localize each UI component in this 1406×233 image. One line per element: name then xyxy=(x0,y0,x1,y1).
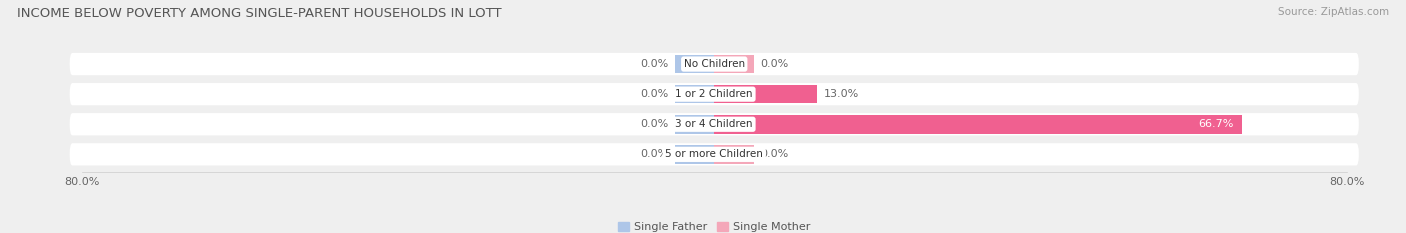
Text: 1 or 2 Children: 1 or 2 Children xyxy=(675,89,754,99)
Bar xyxy=(714,55,754,73)
Text: 0.0%: 0.0% xyxy=(640,149,668,159)
Text: No Children: No Children xyxy=(683,59,745,69)
FancyBboxPatch shape xyxy=(70,113,1358,135)
Text: 0.0%: 0.0% xyxy=(640,119,668,129)
Text: INCOME BELOW POVERTY AMONG SINGLE-PARENT HOUSEHOLDS IN LOTT: INCOME BELOW POVERTY AMONG SINGLE-PARENT… xyxy=(17,7,502,20)
Bar xyxy=(675,145,714,164)
Text: 66.7%: 66.7% xyxy=(1198,119,1234,129)
FancyBboxPatch shape xyxy=(70,143,1358,165)
Text: 0.0%: 0.0% xyxy=(640,89,668,99)
Text: 13.0%: 13.0% xyxy=(824,89,859,99)
Text: 0.0%: 0.0% xyxy=(640,59,668,69)
FancyBboxPatch shape xyxy=(70,83,1358,105)
Text: Source: ZipAtlas.com: Source: ZipAtlas.com xyxy=(1278,7,1389,17)
Bar xyxy=(675,55,714,73)
FancyBboxPatch shape xyxy=(70,53,1358,75)
Bar xyxy=(714,115,1241,134)
Bar xyxy=(675,115,714,134)
Bar xyxy=(714,145,754,164)
Text: 0.0%: 0.0% xyxy=(761,59,789,69)
Text: 0.0%: 0.0% xyxy=(761,149,789,159)
Bar xyxy=(675,85,714,103)
Text: 5 or more Children: 5 or more Children xyxy=(665,149,763,159)
Bar xyxy=(714,85,817,103)
Legend: Single Father, Single Mother: Single Father, Single Mother xyxy=(617,222,811,232)
Text: 3 or 4 Children: 3 or 4 Children xyxy=(675,119,754,129)
